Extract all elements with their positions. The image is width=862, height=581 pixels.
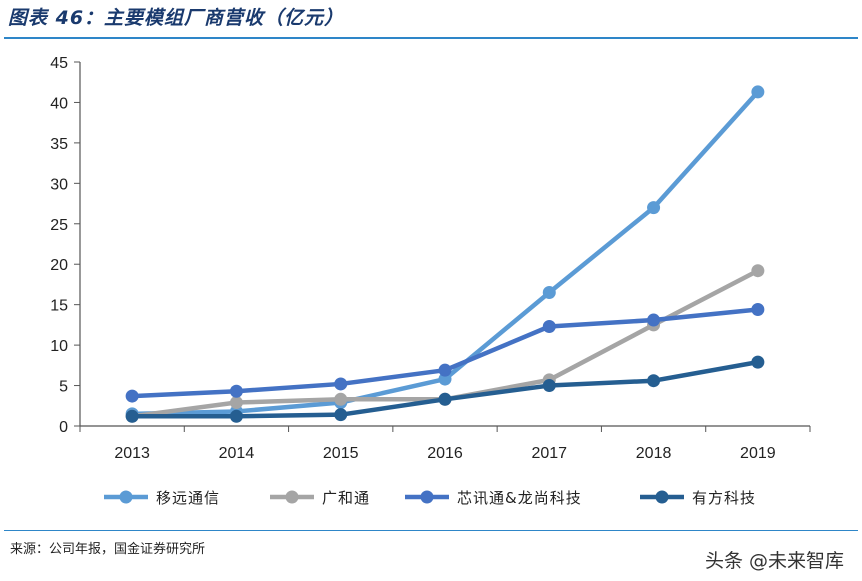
data-point bbox=[125, 409, 139, 423]
data-point bbox=[542, 379, 556, 393]
source-note: 来源：公司年报，国金证券研究所 bbox=[10, 542, 206, 557]
x-tick-label: 2015 bbox=[323, 445, 359, 462]
series-4 bbox=[125, 355, 765, 423]
x-tick-label: 2019 bbox=[740, 445, 776, 462]
y-tick-label: 0 bbox=[59, 419, 68, 436]
y-tick-label: 15 bbox=[50, 298, 68, 315]
legend-swatch-marker bbox=[119, 490, 133, 504]
chart-series bbox=[125, 85, 765, 423]
data-point bbox=[647, 201, 661, 215]
page-title: 图表 46：主要模组厂商营收（亿元） bbox=[8, 7, 345, 29]
y-tick-label: 5 bbox=[59, 379, 68, 396]
x-tick-label: 2014 bbox=[219, 445, 255, 462]
legend-label: 广和通 bbox=[322, 489, 370, 507]
footer-divider bbox=[4, 530, 858, 531]
data-point bbox=[334, 408, 348, 422]
data-point bbox=[229, 409, 243, 423]
y-tick-label: 10 bbox=[50, 338, 68, 355]
x-tick-label: 2013 bbox=[114, 445, 150, 462]
data-point bbox=[647, 374, 661, 388]
legend-swatch-marker bbox=[655, 490, 669, 504]
chart-legend: 移远通信 广和通 芯讯通&龙尚科技 有方科技 bbox=[104, 489, 756, 507]
y-tick-label: 25 bbox=[50, 217, 68, 234]
series-3 bbox=[125, 303, 765, 403]
data-point bbox=[229, 396, 243, 410]
y-tick-label: 40 bbox=[50, 95, 68, 112]
data-point bbox=[334, 377, 348, 391]
data-point bbox=[334, 392, 348, 406]
data-point bbox=[229, 384, 243, 398]
legend-entry: 广和通 bbox=[270, 489, 370, 507]
legend-label: 芯讯通&龙尚科技 bbox=[457, 489, 582, 507]
data-point bbox=[438, 392, 452, 406]
legend-label: 移远通信 bbox=[156, 489, 220, 507]
y-tick-label: 20 bbox=[50, 257, 68, 274]
data-point bbox=[542, 320, 556, 334]
data-point bbox=[751, 264, 765, 278]
data-point bbox=[751, 303, 765, 317]
x-tick-label: 2018 bbox=[636, 445, 672, 462]
header-divider bbox=[4, 37, 858, 39]
legend-label: 有方科技 bbox=[692, 489, 756, 507]
legend-swatch-marker bbox=[420, 490, 434, 504]
chart-axes: 0 5 10 15 20 25 30 35 40 45 2013 2014 2015 2016 2017 20… bbox=[50, 55, 811, 462]
data-point bbox=[751, 85, 765, 99]
y-tick-label: 45 bbox=[50, 55, 68, 72]
data-point bbox=[438, 363, 452, 377]
legend-entry: 移远通信 bbox=[104, 489, 220, 507]
legend-swatch-marker bbox=[285, 490, 299, 504]
data-point bbox=[125, 389, 139, 403]
legend-entry: 芯讯通&龙尚科技 bbox=[405, 489, 582, 507]
data-point bbox=[751, 355, 765, 369]
x-tick-label: 2017 bbox=[531, 445, 567, 462]
data-point bbox=[438, 372, 452, 386]
data-point bbox=[542, 286, 556, 300]
y-tick-label: 30 bbox=[50, 176, 68, 193]
legend-entry: 有方科技 bbox=[640, 489, 756, 507]
data-point bbox=[647, 313, 661, 327]
x-tick-label: 2016 bbox=[427, 445, 463, 462]
watermark: 头条 @未来智库 bbox=[704, 550, 844, 572]
y-tick-label: 35 bbox=[50, 136, 68, 153]
